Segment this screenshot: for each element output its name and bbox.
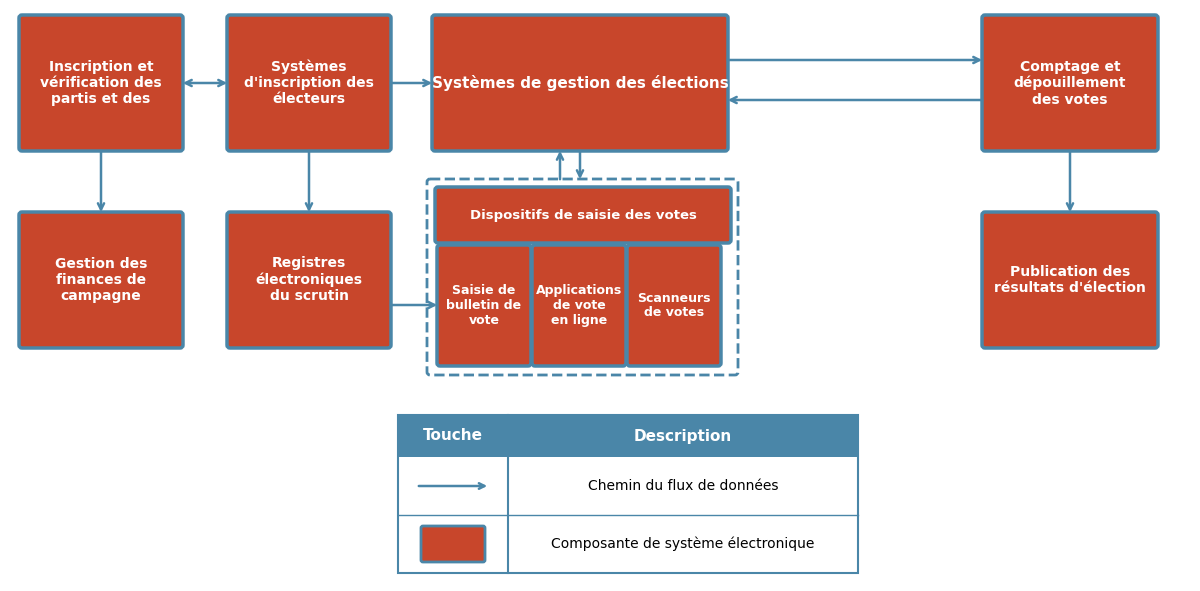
FancyBboxPatch shape [227,15,391,151]
Text: Comptage et
dépouillement
des votes: Comptage et dépouillement des votes [1014,60,1127,106]
Text: Chemin du flux de données: Chemin du flux de données [588,479,779,493]
FancyBboxPatch shape [628,245,721,366]
FancyBboxPatch shape [437,245,530,366]
Text: Touche: Touche [424,428,482,443]
Text: Description: Description [634,428,732,443]
Text: Dispositifs de saisie des votes: Dispositifs de saisie des votes [469,209,696,222]
Text: Registres
électroniques
du scrutin: Registres électroniques du scrutin [256,256,362,304]
Text: Applications
de vote
en ligne: Applications de vote en ligne [536,284,622,327]
FancyBboxPatch shape [436,187,731,243]
FancyBboxPatch shape [532,245,626,366]
FancyBboxPatch shape [982,15,1158,151]
FancyBboxPatch shape [982,212,1158,348]
Text: Saisie de
bulletin de
vote: Saisie de bulletin de vote [446,284,522,327]
Text: Publication des
résultats d'élection: Publication des résultats d'élection [994,265,1146,295]
Bar [398,415,858,457]
Text: Systèmes
d'inscription des
électeurs: Systèmes d'inscription des électeurs [244,60,374,106]
FancyBboxPatch shape [421,526,485,562]
FancyBboxPatch shape [19,15,182,151]
Text: Inscription et
vérification des
partis et des: Inscription et vérification des partis e… [40,60,162,106]
FancyBboxPatch shape [432,15,728,151]
Text: Gestion des
finances de
campagne: Gestion des finances de campagne [55,257,148,303]
Text: Scanneurs
de votes: Scanneurs de votes [637,291,710,320]
Bar [398,415,858,573]
Text: Composante de système électronique: Composante de système électronique [551,537,815,551]
FancyBboxPatch shape [227,212,391,348]
FancyBboxPatch shape [19,212,182,348]
Text: Systèmes de gestion des élections: Systèmes de gestion des élections [432,75,728,91]
